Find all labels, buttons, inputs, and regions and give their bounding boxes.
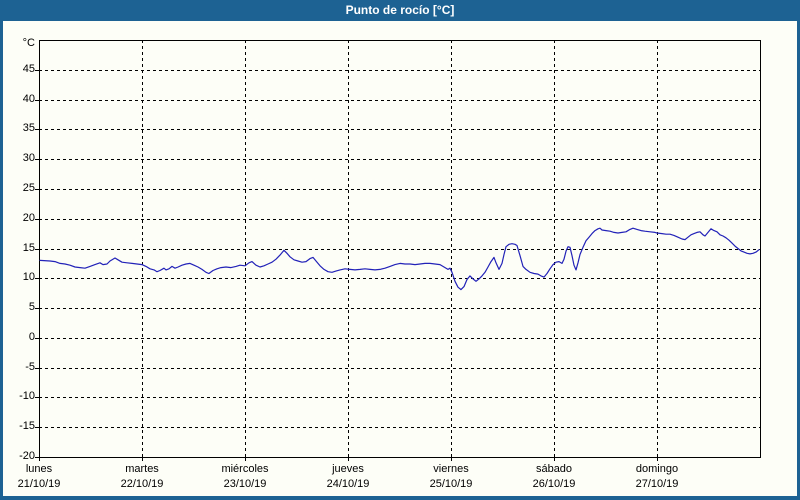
x-axis-label-group: sábado 26/10/19	[509, 462, 599, 492]
x-axis-label-group: jueves 24/10/19	[303, 462, 393, 492]
dew-point-line	[39, 227, 760, 291]
y-axis-tick-label: -5	[25, 360, 35, 373]
x-axis-date-label: 23/10/19	[223, 478, 267, 490]
x-axis-label-group: miércoles 23/10/19	[200, 462, 290, 492]
y-axis-tick-label: -15	[19, 420, 35, 433]
x-axis-date-label: 21/10/19	[17, 478, 61, 490]
y-axis-unit-label: °C	[22, 37, 35, 49]
x-axis-label-group: martes 22/10/19	[97, 462, 187, 492]
x-axis-label-group: viernes 25/10/19	[406, 462, 496, 492]
x-axis-date-label: 24/10/19	[326, 478, 370, 490]
y-axis-tick-label: 15	[22, 241, 35, 254]
y-axis-tick-label: 10	[22, 271, 35, 284]
x-axis-date-label: 22/10/19	[120, 478, 164, 490]
x-axis-date-label: 27/10/19	[635, 478, 679, 490]
x-axis-day-label: viernes	[433, 463, 469, 475]
y-axis-tick-label: -10	[19, 390, 35, 403]
plot-frame	[39, 40, 761, 458]
y-axis-tick-label: 25	[22, 181, 35, 194]
x-axis-day-label: sábado	[535, 463, 573, 475]
y-axis-tick-label: 35	[22, 122, 35, 135]
x-axis-day-label: jueves	[332, 463, 364, 475]
x-axis-day-label: martes	[125, 463, 159, 475]
y-axis-tick-label: 30	[22, 152, 35, 165]
x-axis-day-label: domingo	[635, 463, 679, 475]
x-axis-day-label: lunes	[25, 463, 53, 475]
x-axis-label-group: domingo 27/10/19	[612, 462, 702, 492]
y-axis-tick-label: 0	[28, 330, 35, 343]
x-axis-label-group: lunes 21/10/19	[0, 462, 84, 492]
y-axis-tick-label: 5	[28, 301, 35, 314]
y-axis-tick-label: 45	[22, 62, 35, 75]
chart-title-bar: Punto de rocío [°C]	[0, 0, 800, 21]
x-axis-day-label: miércoles	[221, 463, 269, 475]
y-axis-tick-label: 40	[22, 92, 35, 105]
y-axis-tick-label: 20	[22, 211, 35, 224]
y-axis-tick-label: -20	[19, 450, 35, 462]
x-axis-date-label: 25/10/19	[429, 478, 473, 490]
chart-title: Punto de rocío [°C]	[345, 3, 455, 17]
x-axis-date-label: 26/10/19	[532, 478, 576, 490]
